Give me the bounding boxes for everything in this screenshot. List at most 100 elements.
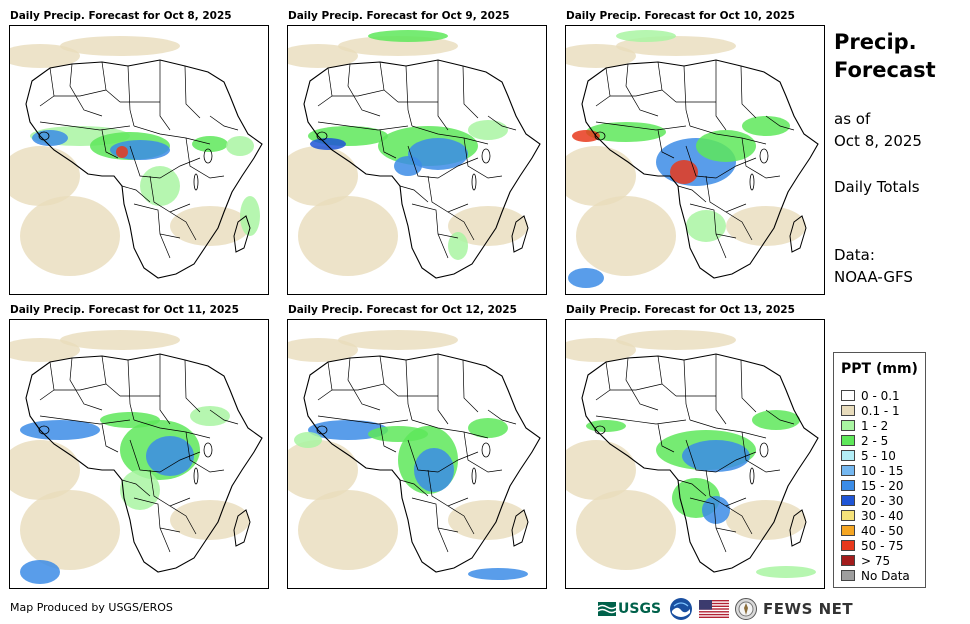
- country-borders: [595, 60, 795, 259]
- legend-label: 10 - 15: [861, 463, 904, 478]
- precip-map: [9, 25, 269, 295]
- africa-coastline: [303, 353, 541, 573]
- lake-outline: [594, 425, 606, 435]
- panel-title: Daily Precip. Forecast for Oct 12, 2025: [288, 304, 517, 316]
- country-borders: [39, 60, 239, 259]
- dry-areas: [566, 36, 806, 276]
- lake-outline: [471, 173, 477, 191]
- legend-swatch: [841, 435, 855, 446]
- legend-item: 10 - 15: [841, 463, 904, 478]
- side-title-line1: Precip.: [834, 30, 917, 54]
- lake-outline: [481, 148, 491, 164]
- lake-outline: [759, 442, 769, 458]
- lake-outline: [759, 148, 769, 164]
- lake-outline: [193, 467, 199, 485]
- map-credit: Map Produced by USGS/EROS: [10, 601, 173, 614]
- dry-areas: [566, 330, 806, 570]
- legend-label: 30 - 40: [861, 508, 904, 523]
- legend-swatch: [841, 450, 855, 461]
- legend-title: PPT (mm): [841, 361, 918, 377]
- legend-label: No Data: [861, 568, 910, 583]
- legend-item: 0 - 0.1: [841, 388, 900, 403]
- africa-coastline: [581, 353, 819, 573]
- fews-net-logo: FEWS NET: [763, 600, 854, 618]
- legend-label: 20 - 30: [861, 493, 904, 508]
- legend-swatch: [841, 555, 855, 566]
- madagascar-outline: [789, 509, 807, 547]
- legend-swatch: [841, 465, 855, 476]
- legend-swatch: [841, 495, 855, 506]
- legend-item: 15 - 20: [841, 478, 904, 493]
- legend-item: No Data: [841, 568, 910, 583]
- legend-item: 1 - 2: [841, 418, 888, 433]
- legend-swatch: [841, 570, 855, 581]
- lake-outline: [316, 131, 328, 141]
- legend-item: > 75: [841, 553, 890, 568]
- legend-label: > 75: [861, 553, 891, 568]
- lake-outline: [38, 131, 50, 141]
- daily-totals-label: Daily Totals: [834, 178, 920, 196]
- panel-title: Daily Precip. Forecast for Oct 10, 2025: [566, 10, 795, 22]
- legend-label: 50 - 75: [861, 538, 904, 553]
- legend-swatch: [841, 480, 855, 491]
- precip-map: [9, 319, 269, 589]
- legend-item: 5 - 10: [841, 448, 896, 463]
- usgs-logo-text: USGS: [618, 601, 662, 617]
- panel-title: Daily Precip. Forecast for Oct 13, 2025: [566, 304, 795, 316]
- legend-label: 1 - 2: [861, 418, 889, 433]
- legend-label: 0 - 0.1: [861, 388, 900, 403]
- lake-outline: [316, 425, 328, 435]
- precip-areas: [586, 410, 816, 578]
- dry-areas: [288, 36, 528, 276]
- precip-areas: [294, 418, 528, 580]
- legend-item: 30 - 40: [841, 508, 904, 523]
- legend-swatch: [841, 540, 855, 551]
- legend-swatch: [841, 525, 855, 536]
- lake-outline: [594, 131, 606, 141]
- precip-map: [287, 319, 547, 589]
- usgs-logo: USGS: [598, 601, 661, 617]
- africa-coastline: [25, 59, 263, 279]
- lake-outline: [471, 467, 477, 485]
- country-borders: [317, 354, 517, 553]
- legend-swatch: [841, 510, 855, 521]
- as-of-label: as of: [834, 110, 871, 128]
- lake-outline: [481, 442, 491, 458]
- side-title-line2: Forecast: [834, 58, 936, 82]
- legend-item: 2 - 5: [841, 433, 888, 448]
- panel-title: Daily Precip. Forecast for Oct 8, 2025: [10, 10, 232, 22]
- lake-outline: [203, 442, 213, 458]
- lake-outline: [749, 467, 755, 485]
- legend-swatch: [841, 405, 855, 416]
- country-borders: [39, 354, 239, 553]
- lake-outline: [193, 173, 199, 191]
- data-source: NOAA-GFS: [834, 268, 913, 286]
- logos: USGS FEWS NET: [598, 597, 853, 621]
- legend-label: 5 - 10: [861, 448, 896, 463]
- precip-map: [565, 25, 825, 295]
- legend-label: 15 - 20: [861, 478, 904, 493]
- legend-swatch: [841, 420, 855, 431]
- legend-item: 20 - 30: [841, 493, 904, 508]
- data-label: Data:: [834, 246, 875, 264]
- legend-label: 40 - 50: [861, 523, 904, 538]
- africa-coastline: [581, 59, 819, 279]
- panel-title: Daily Precip. Forecast for Oct 11, 2025: [10, 304, 239, 316]
- as-of-date: Oct 8, 2025: [834, 132, 922, 150]
- precip-map: [565, 319, 825, 589]
- legend-item: 0.1 - 1: [841, 403, 900, 418]
- africa-coastline: [303, 59, 541, 279]
- country-borders: [317, 60, 517, 259]
- legend-item: 40 - 50: [841, 523, 904, 538]
- madagascar-outline: [511, 509, 529, 547]
- madagascar-outline: [233, 215, 251, 253]
- legend-item: 50 - 75: [841, 538, 904, 553]
- us-flag-icon: [699, 600, 730, 618]
- madagascar-outline: [789, 215, 807, 253]
- legend-swatch: [841, 390, 855, 401]
- side-title: Precip. Forecast: [834, 28, 936, 84]
- lake-outline: [203, 148, 213, 164]
- panel-title: Daily Precip. Forecast for Oct 9, 2025: [288, 10, 510, 22]
- noaa-logo-icon: [670, 598, 693, 620]
